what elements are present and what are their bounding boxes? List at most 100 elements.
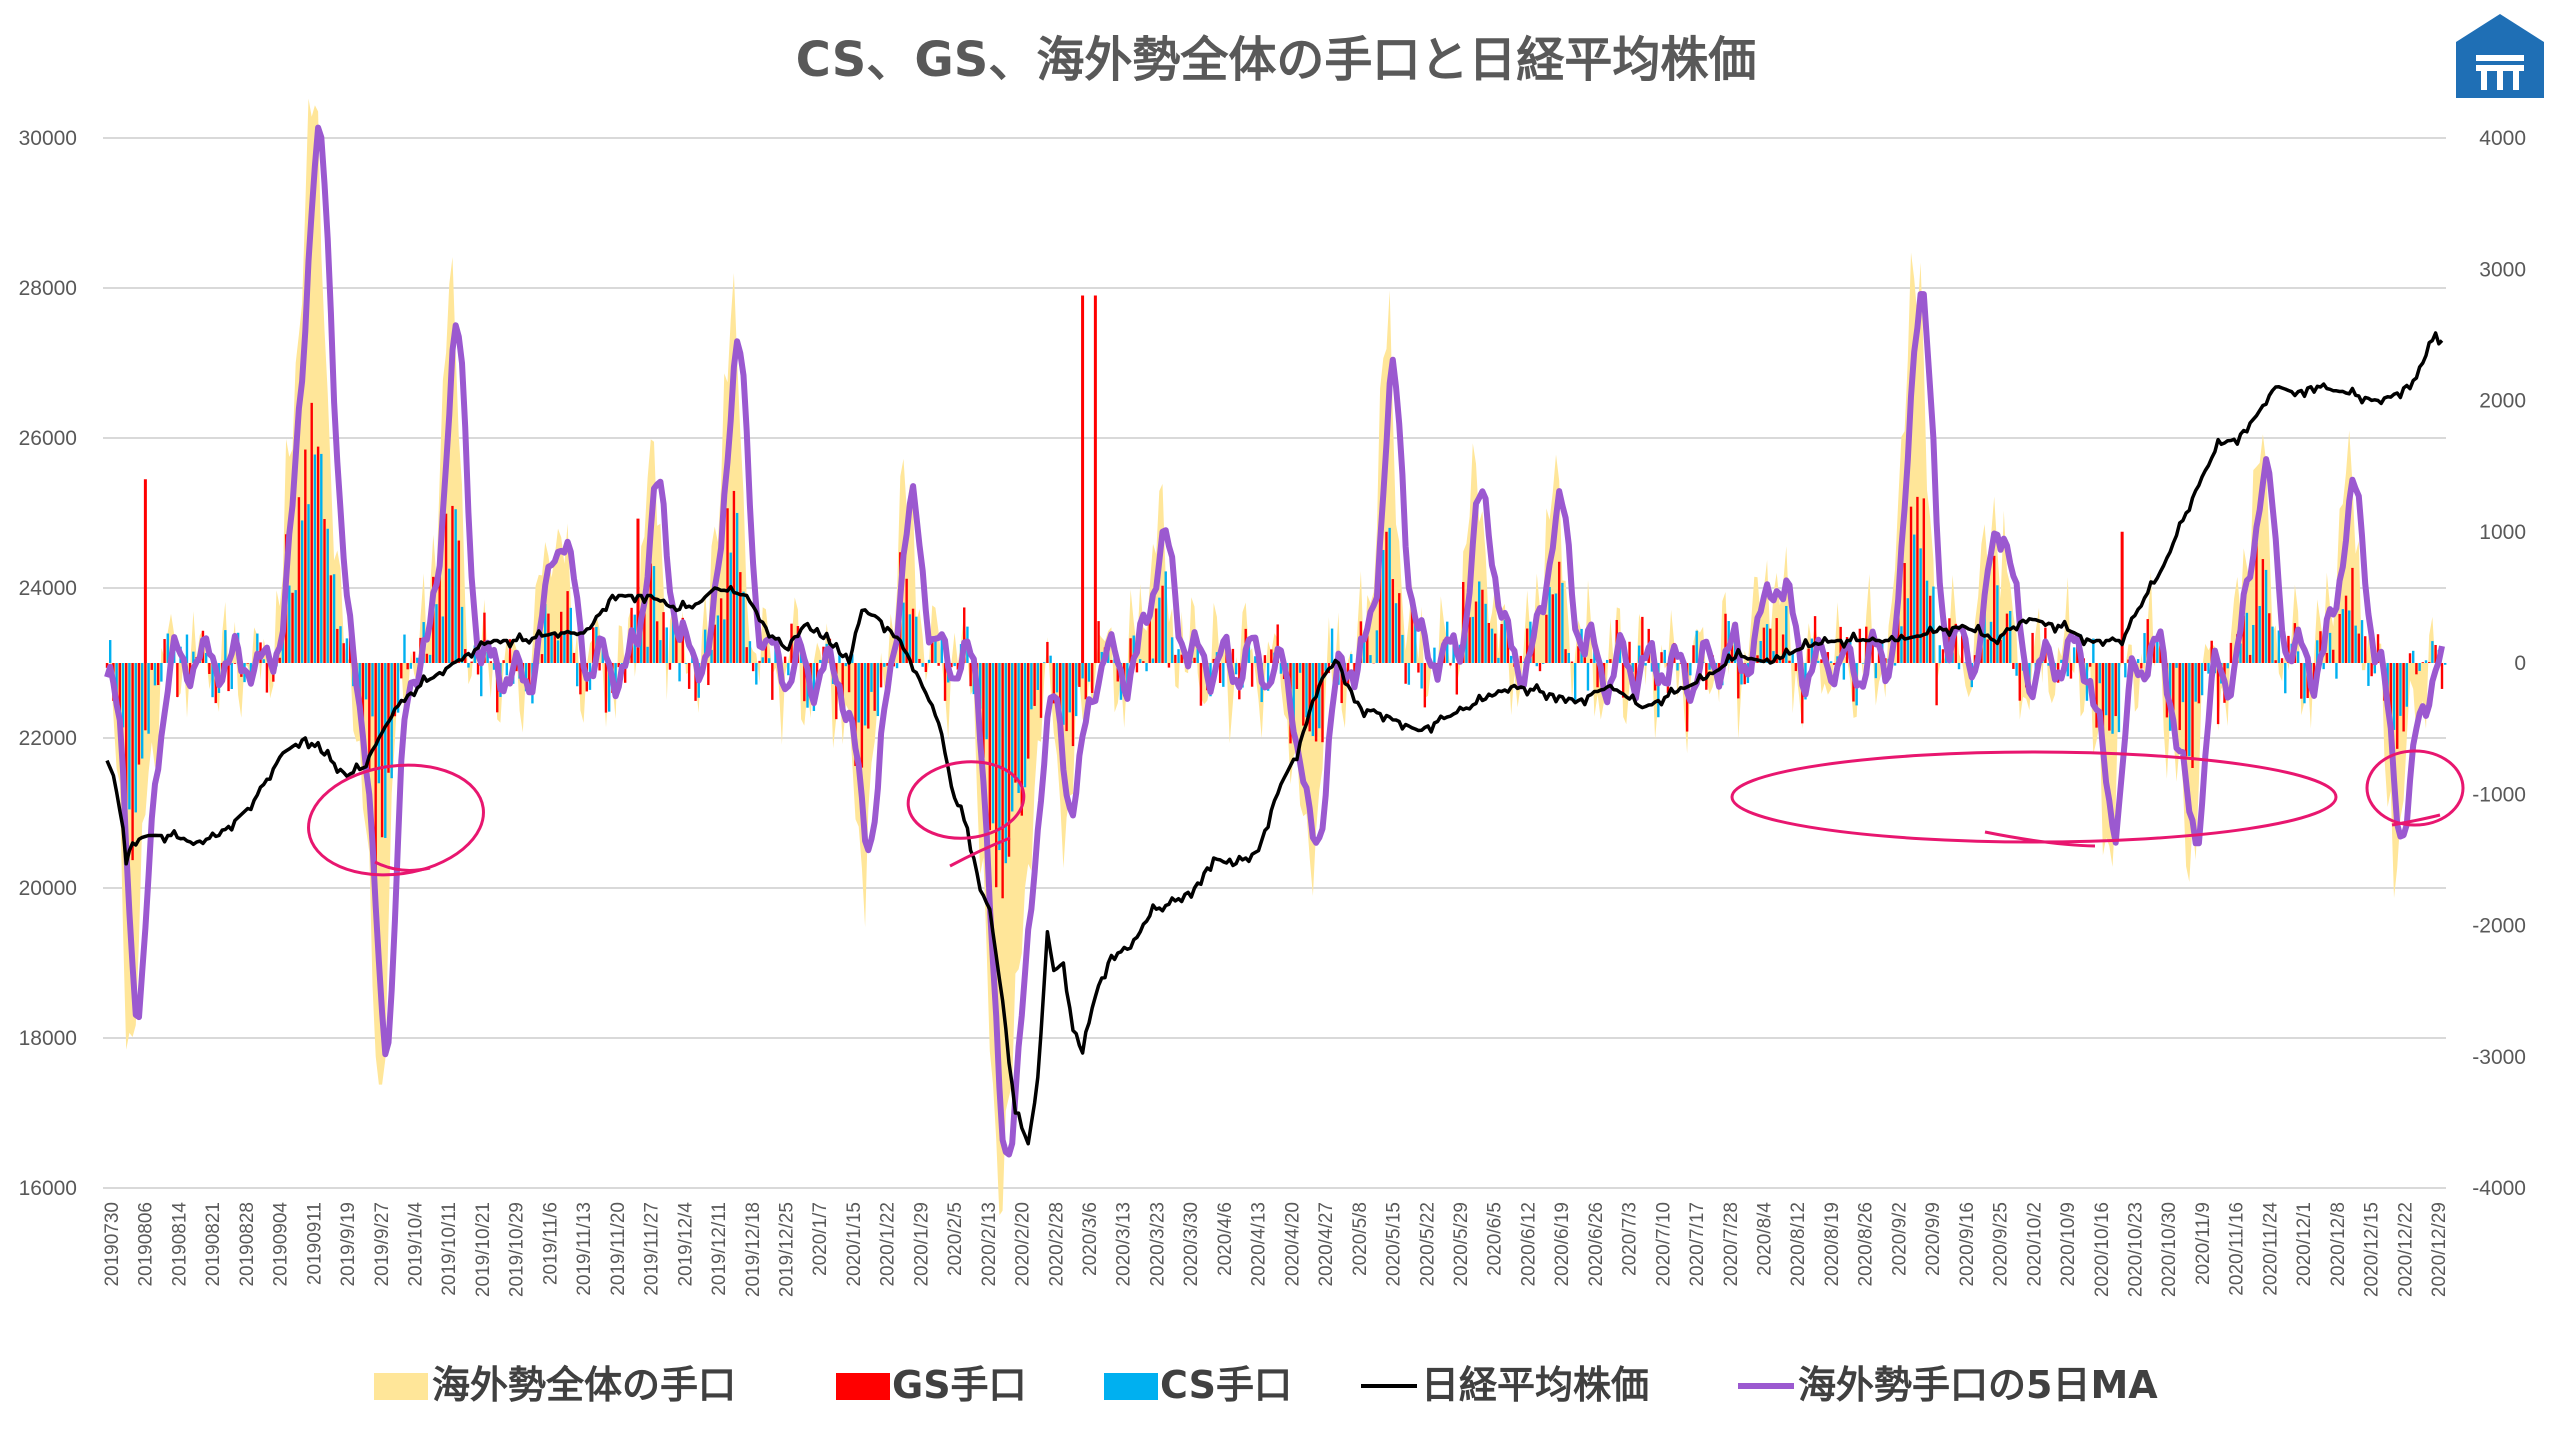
cs-bar [2111,663,2114,734]
legend-item-nikkei[interactable]: 日経平均株価 [1361,1363,1649,1407]
cs-bar [1586,663,1590,691]
gs-bar [1769,628,1772,663]
gs-bar [1922,498,1926,663]
gs-bar [502,660,505,663]
cs-bar [857,663,860,723]
gs-bar [886,663,889,666]
legend-label: 海外勢手口の5日MA [1798,1363,2158,1407]
gs-bar [1609,659,1612,663]
cs-bar [812,663,816,712]
gs-bar [291,592,294,663]
gs-bar [1941,649,1945,663]
gs-bar [1314,663,1318,742]
gs-bar [1589,658,1593,663]
gs-bar [1826,652,1830,663]
cs-bar [1234,663,1238,675]
x-axis-tick-label: 2019/11/13 [574,1202,595,1296]
gs-bar [2408,653,2412,663]
gs-bar [956,663,960,670]
cs-bar [838,653,841,663]
cs-bar [505,663,509,676]
gs-bar [988,663,992,831]
cs-bar [1305,663,1308,718]
gs-bar [1570,661,1574,663]
cs-bar [294,590,297,663]
legend-item-gs[interactable]: GS手口 [836,1363,1027,1407]
cs-bar [1145,663,1148,672]
x-axis-tick-label: 2020/3/6 [1080,1202,1101,1276]
cs-bar [1394,603,1398,663]
gs-bar [911,608,915,663]
gs-bar [387,663,390,773]
cs-bar [1126,663,1129,685]
cs-bar [1497,657,1500,663]
cs-bar [1567,652,1570,663]
x-axis-tick-label: 2019/12/25 [776,1202,797,1297]
gs-bar [1078,663,1081,687]
x-axis-tick-label: 20190904 [271,1202,292,1287]
cs-bar [1196,640,1199,663]
cs-bar [735,512,739,663]
gs-bar [1270,649,1273,663]
cs-bar [1068,663,1071,713]
cs-bar [985,663,988,740]
cs-bar [1708,663,1711,670]
cs-bar [895,663,899,669]
gs-bar [1340,663,1343,704]
left-axis-tick-label: 20000 [19,877,77,900]
right-axis-tick-label: -1000 [2472,783,2526,806]
x-axis-tick-label: 2020/1/7 [810,1202,831,1276]
cs-bar [435,604,438,663]
legend-swatch [836,1373,890,1400]
cs-bar [774,647,777,663]
gs-bar [783,656,787,663]
cs-bar [1004,663,1008,864]
x-axis-tick-label: 2020/3/30 [1181,1202,1202,1287]
cs-bar [870,663,873,692]
legend-item-ma5[interactable]: 海外勢手口の5日MA [1738,1363,2158,1407]
gs-bar [2018,663,2021,701]
cs-bar [1407,663,1411,685]
x-axis-tick-label: 2020/4/13 [1249,1202,1270,1287]
legend-item-cs[interactable]: CS手口 [1104,1363,1292,1407]
cs-bar [2194,663,2197,702]
gs-bar [847,663,851,693]
x-axis-tick-label: 2020/12/1 [2294,1202,2315,1287]
gs-bar [1154,608,1158,663]
cs-bar [1817,660,1820,663]
gs-bar [2012,663,2015,669]
legend-item-foreign-total[interactable]: 海外勢全体の手口 [374,1363,736,1407]
gs-bar [572,652,576,663]
cs-bar [1266,663,1270,691]
gs-bar [2152,636,2156,663]
gs-bar [316,446,320,663]
cs-bar [256,633,259,663]
cs-bar [1791,652,1794,663]
cs-bar [659,640,662,663]
cs-bar [1810,638,1814,663]
gs-bar [1199,663,1203,706]
cs-bar [409,663,413,669]
cs-bar [281,630,285,663]
gs-bar [2197,663,2201,704]
cs-bar [160,663,163,682]
gs-bar [406,663,409,670]
cs-bar [1932,586,1935,663]
cs-bar [1554,593,1558,663]
right-axis-tick-label: 3000 [2479,258,2526,281]
gs-bar [2338,613,2341,663]
gs-bar [1730,645,1734,663]
gs-bar [2389,663,2393,719]
cs-bar [134,663,137,813]
cs-bar [742,591,745,663]
gs-bar [278,657,281,663]
annotations [307,749,2465,877]
gs-bar [2396,663,2399,749]
cs-bar [1989,621,1993,663]
cs-bar [863,663,867,726]
cs-bar [1535,663,1538,667]
gs-bar [771,663,774,700]
cs-bar [767,658,771,663]
cs-bar [2200,663,2204,696]
